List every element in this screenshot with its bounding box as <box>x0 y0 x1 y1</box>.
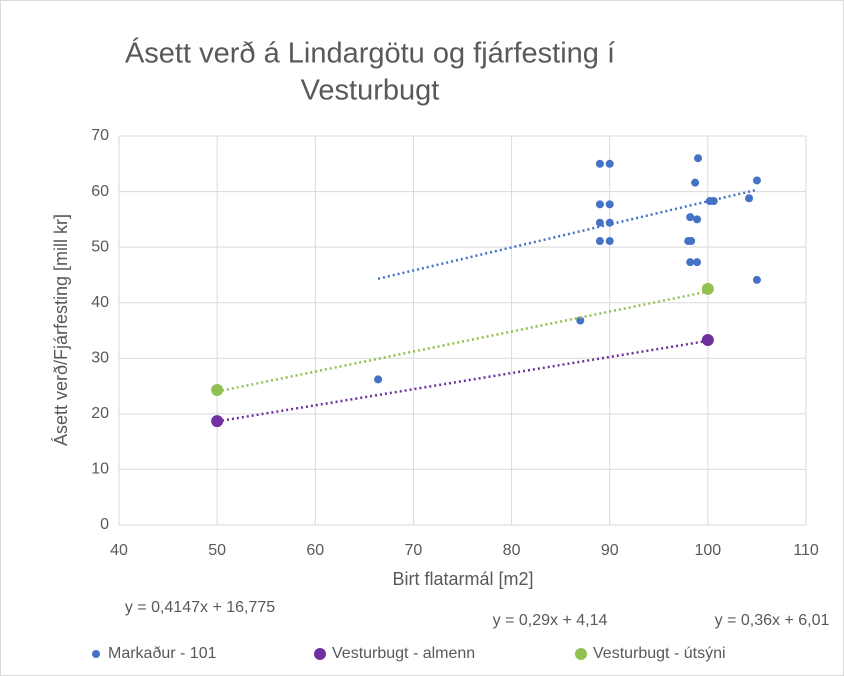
legend-marker <box>314 648 326 660</box>
point <box>595 200 604 209</box>
x-tick-label: 40 <box>110 542 128 559</box>
legend-label: Vesturbugt - almenn <box>332 645 475 662</box>
legend-marker <box>575 648 587 660</box>
point <box>752 275 761 284</box>
point <box>595 237 604 246</box>
trendline-equation: y = 0,29x + 4,14 <box>493 612 608 629</box>
trendline-equation: y = 0,36x + 6,01 <box>715 612 830 629</box>
x-tick-label: 100 <box>695 542 722 559</box>
y-tick-label: 50 <box>91 238 109 255</box>
x-tick-label: 70 <box>405 542 423 559</box>
x-tick-label: 80 <box>503 542 521 559</box>
point <box>701 282 714 295</box>
legend-label: Markaður - 101 <box>108 645 217 662</box>
x-tick-label: 60 <box>306 542 324 559</box>
point <box>605 237 614 246</box>
point <box>595 159 604 168</box>
point <box>595 218 604 227</box>
chart-title: Vesturbugt <box>301 75 440 107</box>
point <box>211 415 224 428</box>
point <box>605 218 614 227</box>
x-tick-label: 50 <box>208 542 226 559</box>
point <box>687 237 696 246</box>
point <box>709 197 718 206</box>
y-axis-label: Ásett verð/Fjárfesting [mill kr] <box>51 214 71 446</box>
point <box>694 154 703 163</box>
y-tick-label: 70 <box>91 127 109 144</box>
x-axis-label: Birt flatarmál [m2] <box>392 569 533 589</box>
y-tick-label: 60 <box>91 183 109 200</box>
point <box>605 200 614 209</box>
y-tick-label: 20 <box>91 405 109 422</box>
point <box>686 213 695 222</box>
point <box>752 176 761 185</box>
y-tick-label: 10 <box>91 461 109 478</box>
point <box>686 258 695 267</box>
x-tick-label: 110 <box>793 542 819 559</box>
point <box>693 258 702 267</box>
point <box>211 383 224 396</box>
point <box>693 215 702 224</box>
point <box>701 333 714 346</box>
point <box>374 375 383 384</box>
point <box>605 159 614 168</box>
chart-title: Ásett verð á Lindargötu og fjárfesting í <box>125 37 615 70</box>
point <box>691 178 700 187</box>
y-tick-label: 30 <box>91 350 109 367</box>
point <box>745 194 754 203</box>
y-tick-label: 0 <box>100 516 109 533</box>
x-tick-label: 90 <box>601 542 619 559</box>
point <box>576 316 585 325</box>
legend-marker <box>92 650 100 658</box>
legend-label: Vesturbugt - útsýni <box>593 645 726 662</box>
trendline-equation: y = 0,4147x + 16,775 <box>125 599 275 616</box>
y-tick-label: 40 <box>91 294 109 311</box>
trendline <box>216 290 709 393</box>
